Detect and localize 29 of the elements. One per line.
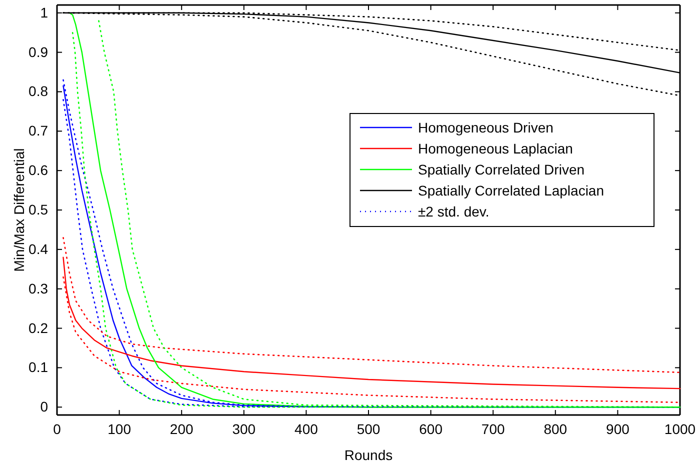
y-tick-label: 0.9	[28, 44, 48, 60]
y-tick-label: 0.7	[28, 122, 48, 139]
y-axis-title: Min/Max Differential	[11, 148, 27, 272]
legend-label: Homogeneous Laplacian	[418, 140, 573, 156]
y-tick-label: 1	[40, 4, 48, 20]
y-tick-label: 0.3	[28, 280, 48, 296]
x-tick-label: 1000	[664, 420, 696, 437]
x-tick-label: 600	[419, 420, 443, 437]
y-tick-label: 0.1	[28, 359, 48, 376]
x-tick-label: 500	[356, 420, 380, 437]
x-tick-label: 700	[481, 420, 505, 437]
legend-label: Spatially Correlated Driven	[418, 162, 585, 178]
x-axis-title: Rounds	[344, 447, 393, 463]
y-tick-label: 0.8	[28, 83, 48, 100]
y-tick-label: 0.6	[28, 162, 48, 178]
x-tick-label: 400	[294, 420, 318, 437]
x-tick-label: 100	[108, 420, 132, 437]
y-tick-label: 0.2	[28, 320, 48, 336]
x-tick-label: 200	[170, 420, 194, 437]
legend-label: Homogeneous Driven	[418, 120, 554, 136]
x-tick-label: 300	[232, 420, 256, 437]
x-tick-label: 0	[53, 420, 62, 437]
y-tick-label: 0	[40, 398, 48, 415]
legend-label: ±2 std. dev.	[418, 204, 490, 220]
x-tick-label: 800	[544, 420, 568, 437]
y-tick-label: 0.4	[28, 240, 48, 257]
x-tick-label: 900	[606, 420, 630, 437]
legend-label: Spatially Correlated Laplacian	[418, 182, 604, 198]
y-tick-label: 0.5	[28, 201, 48, 218]
